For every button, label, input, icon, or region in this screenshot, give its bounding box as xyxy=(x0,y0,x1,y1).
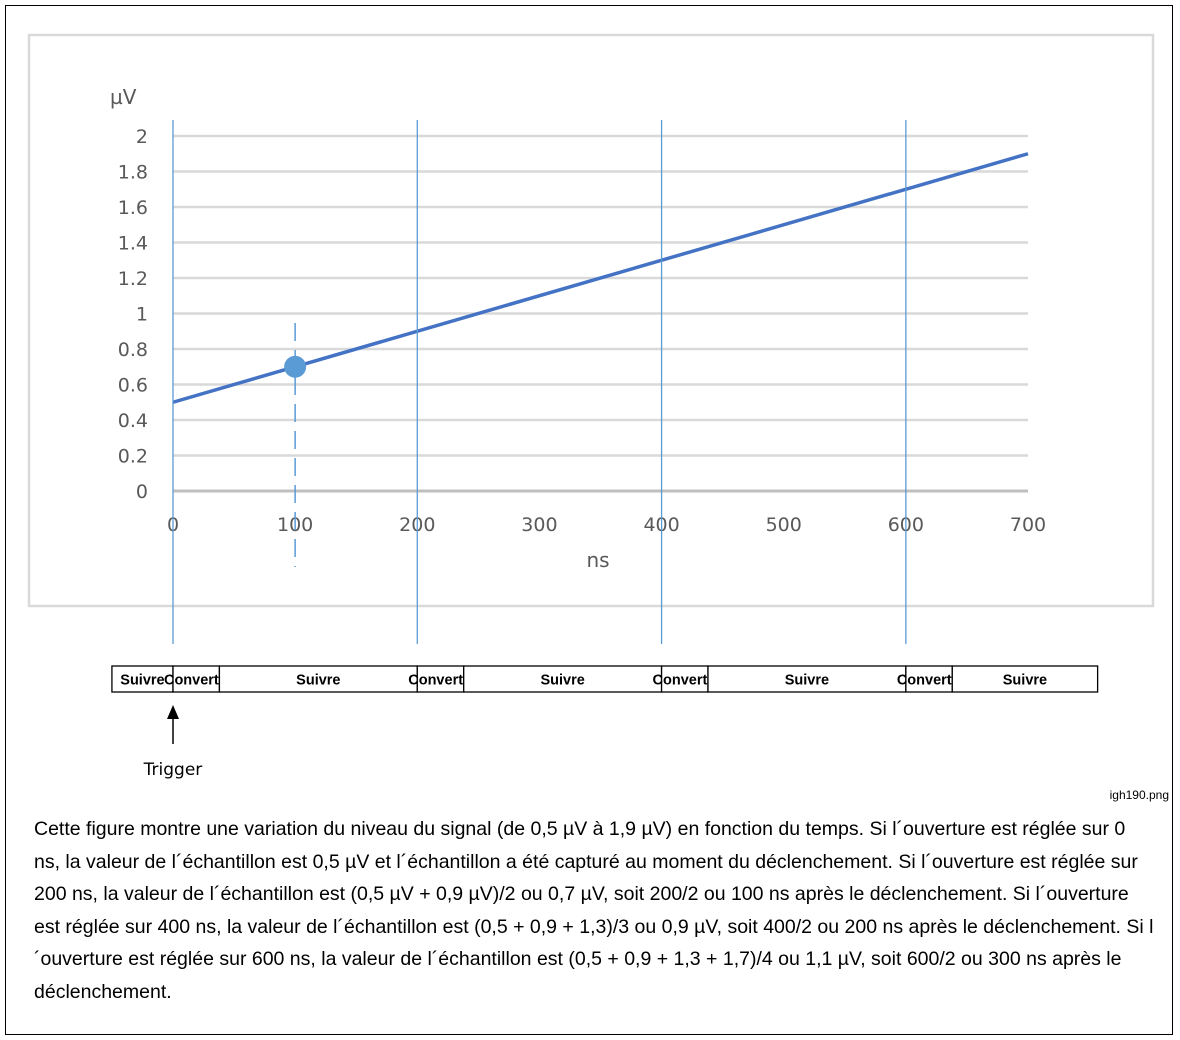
y-tick-label: 2 xyxy=(136,126,148,148)
timeline-segment xyxy=(951,665,1099,693)
trigger-arrow xyxy=(167,705,179,744)
timeline-segment xyxy=(463,665,663,693)
figure-caption: Cette figure montre une variation du niv… xyxy=(34,818,1154,1003)
y-tick-label: 1.4 xyxy=(118,233,148,255)
chart-area xyxy=(27,33,1155,608)
timeline-segment-label: Suivre xyxy=(296,673,340,689)
timeline-segment-label: Convertir xyxy=(653,673,718,689)
series-layer xyxy=(172,152,1029,567)
aperture-lines xyxy=(172,120,907,644)
figure-frame xyxy=(5,5,1173,1035)
image-filename: igh190.png xyxy=(1109,788,1169,802)
trigger-label: Trigger xyxy=(143,760,203,780)
y-axis-label: µV xyxy=(110,85,137,109)
series-line xyxy=(172,152,1029,404)
y-tick-label: 1.6 xyxy=(118,197,148,219)
timeline-segment xyxy=(416,665,465,693)
y-tick-label: 0.6 xyxy=(118,375,148,397)
timeline-segment-label: Suivre xyxy=(120,673,164,689)
sample-point xyxy=(284,355,307,378)
timeline-segment xyxy=(707,665,907,693)
y-tick-label: 1.8 xyxy=(118,162,148,184)
x-tick-label: 500 xyxy=(766,514,802,536)
timeline-segment-label: Suivre xyxy=(540,673,584,689)
y-tick-label: 0 xyxy=(136,481,148,503)
timeline-segment xyxy=(218,665,418,693)
x-tick-label: 700 xyxy=(1010,514,1046,536)
y-tick-label: 1.2 xyxy=(118,268,148,290)
timeline-segment-label: Convertir xyxy=(897,673,962,689)
timeline-segment-label: Convertir xyxy=(408,673,473,689)
x-tick-label: 300 xyxy=(521,514,557,536)
y-tick-label: 1 xyxy=(136,304,148,326)
timeline-segment xyxy=(660,665,709,693)
y-tick-label: 0.8 xyxy=(118,339,148,361)
x-axis-label: ns xyxy=(586,548,609,572)
timeline-segment-label: Convertir xyxy=(164,673,229,689)
y-tick-label: 0.2 xyxy=(118,446,148,468)
y-tick-label: 0.4 xyxy=(118,410,148,432)
timeline-segment xyxy=(905,665,953,693)
grid-lines xyxy=(173,134,1028,493)
timeline-segment-label: Suivre xyxy=(785,673,829,689)
y-axis-ticks: 0 0.2 0.4 0.6 0.8 1 1.2 1.4 1.6 1.8 2 xyxy=(118,126,148,503)
timeline: Suivre Convertir Suivre Convertir Suivre Conv… xyxy=(111,665,1099,693)
timeline-segment-label: Suivre xyxy=(1003,673,1047,689)
